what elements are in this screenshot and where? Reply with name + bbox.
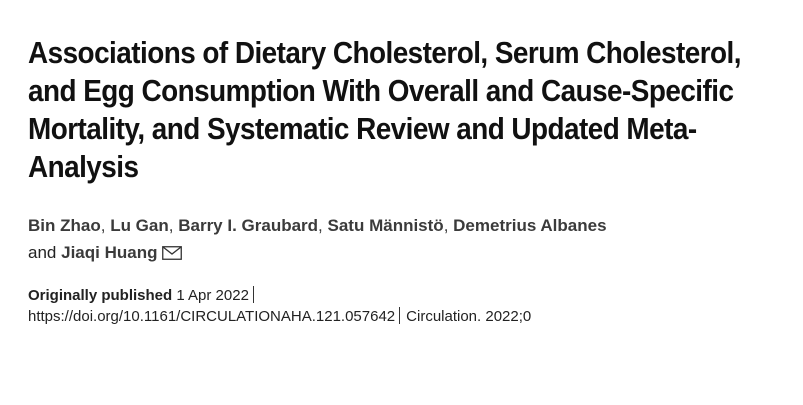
envelope-icon[interactable] xyxy=(162,241,183,268)
and-conjunction: and xyxy=(28,243,57,262)
article-title: Associations of Dietary Cholesterol, Ser… xyxy=(28,35,741,184)
author-link[interactable]: Satu Männistö xyxy=(327,216,444,235)
author-link[interactable]: Barry I. Graubard xyxy=(178,216,319,235)
author-link[interactable]: Demetrius Albanes xyxy=(453,216,607,235)
published-label: Originally published xyxy=(28,287,173,304)
article-header: Associations of Dietary Cholesterol, Ser… xyxy=(28,34,778,327)
author-separator: , xyxy=(100,216,106,235)
author-link[interactable]: Lu Gan xyxy=(110,216,169,235)
publication-meta: Originally published 1 Apr 2022 https://… xyxy=(28,285,778,327)
meta-divider xyxy=(252,286,254,303)
author-link[interactable]: Jiaqi Huang xyxy=(61,243,158,262)
author-list: Bin Zhao, Lu Gan, Barry I. Graubard, Sat… xyxy=(28,212,778,268)
author-separator: , xyxy=(443,216,449,235)
published-date: 1 Apr 2022 xyxy=(176,287,249,304)
author-separator: , xyxy=(318,216,323,235)
doi-link[interactable]: https://doi.org/10.1161/CIRCULATIONAHA.1… xyxy=(28,308,396,325)
author-separator: , xyxy=(168,216,174,235)
journal-citation: Circulation. 2022;0 xyxy=(406,308,532,325)
meta-divider xyxy=(399,307,401,324)
author-link[interactable]: Bin Zhao xyxy=(28,216,101,235)
